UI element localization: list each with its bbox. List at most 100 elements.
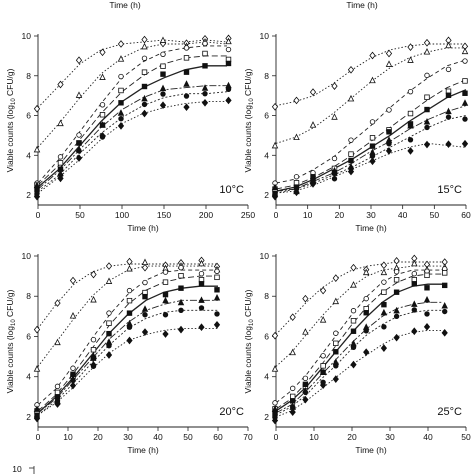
data-point-diamond-open [33,325,41,334]
x-tick-label: 30 [123,432,133,442]
data-point-square-filled [160,71,166,77]
data-point-circle-filled [407,137,414,143]
x-tick-label: 50 [75,210,85,220]
data-point-circle-open [333,330,339,336]
data-point-circle-filled [363,328,369,334]
data-point-diamond-open [126,257,133,266]
data-point-square-filled [142,293,148,300]
data-point-circle-open [407,88,414,95]
data-point-triangle-open [141,258,149,266]
x-tick-label: 150 [157,210,171,220]
data-point-circle-open [290,385,296,392]
data-point-square-filled [445,92,452,98]
data-point-triangle-open [332,297,340,305]
fit-curve-circle-open [275,269,444,404]
temperature-label: 15°C [437,184,462,196]
data-point-square-filled [183,69,190,75]
data-point-triangle-open [445,41,452,49]
data-point-circle-open [302,375,309,382]
x-tick-label: 30 [366,210,376,220]
data-point-triangle-open [385,60,393,67]
chart-panel-2: 0 10 20 30 40 50 60 2 4 6 8 10 Time (h) Viable counts… [243,31,471,233]
data-point-square-open [162,279,169,285]
data-point-triangle-open [319,316,327,323]
data-point-circle-filled [445,114,452,120]
data-point-triangle-filled [183,80,190,87]
data-point-diamond-open [54,299,61,307]
data-point-diamond-filled [271,416,279,425]
data-point-square-open [424,272,430,279]
data-point-diamond-filled [183,103,190,112]
x-tick-label: 70 [243,432,253,442]
fit-curve-square-filled [37,285,218,414]
data-point-diamond-open [75,56,83,65]
data-point-triangle-filled [198,296,205,303]
data-point-triangle-filled [90,352,97,359]
y-tick-label: 10 [260,31,270,41]
data-point-diamond-filled [380,344,388,352]
fit-curve-circle-filled [37,91,228,192]
data-point-triangle-filled [461,99,469,106]
data-point-triangle-open [54,338,61,346]
data-point-circle-open [178,264,184,271]
data-point-diamond-open [385,49,393,58]
x-tick-label: 50 [461,432,471,442]
data-point-triangle-open [33,145,41,153]
y-axis-label-tail: CFU/g) [5,289,15,319]
data-point-square-filled [386,129,392,135]
data-point-diamond-filled [445,140,452,148]
data-point-square-filled [178,285,184,291]
y-axis-label: Viable counts (log10 CFU/g) [243,68,255,172]
x-tick-label: 0 [36,210,41,220]
data-point-diamond-filled [99,131,106,140]
y-axis-label-main: Viable counts (log [243,105,253,173]
x-tick-label: 100 [115,210,129,220]
data-point-square-filled [302,381,309,388]
data-point-triangle-filled [177,298,185,306]
data-point-circle-filled [178,307,184,314]
data-point-triangle-open [75,91,83,98]
data-point-diamond-filled [105,351,113,359]
data-point-diamond-filled [213,320,221,329]
x-tick-label: 20 [347,432,357,442]
data-point-diamond-open [289,313,296,321]
data-point-circle-open [99,102,106,108]
y-tick-label: 2 [26,190,31,200]
data-point-circle-filled [198,305,205,311]
fit-curve-diamond-filled [275,329,444,418]
fit-curve-circle-open [37,45,227,184]
data-point-circle-filled [386,141,392,147]
data-point-triangle-open [309,121,317,128]
data-point-diamond-filled [411,327,418,336]
data-point-triangle-filled [159,84,167,92]
data-point-circle-filled [183,93,190,99]
data-point-triangle-filled [99,121,106,128]
data-point-diamond-filled [33,192,41,201]
data-point-diamond-filled [69,381,77,390]
data-point-diamond-open [393,256,400,265]
data-point-diamond-filled [141,328,149,336]
data-point-square-filled [393,289,400,295]
data-point-diamond-open [369,51,376,60]
data-point-diamond-open [302,294,309,303]
data-point-diamond-filled [407,147,414,155]
data-point-triangle-filled [411,300,418,307]
data-point-square-filled [198,281,205,287]
x-tick-label: 50 [183,432,193,442]
data-point-circle-open [348,137,354,143]
data-point-triangle-filled [393,306,400,314]
data-point-circle-filled [225,86,232,92]
chart-panel-3: 0 10 20 30 40 50 60 70 2 4 6 8 10 Time (h) Viable coun… [5,251,253,455]
data-point-square-filled [118,100,124,106]
data-point-circle-filled [411,307,417,313]
data-point-square-open [289,393,296,400]
data-point-circle-open [183,45,190,51]
data-point-square-open [320,363,326,369]
data-point-diamond-filled [159,101,167,110]
data-point-diamond-open [99,48,106,57]
fit-curve-diamond-open [37,263,218,329]
data-point-diamond-open [271,102,279,111]
data-point-diamond-filled [117,122,125,130]
fit-curve-circle-filled [275,309,444,416]
